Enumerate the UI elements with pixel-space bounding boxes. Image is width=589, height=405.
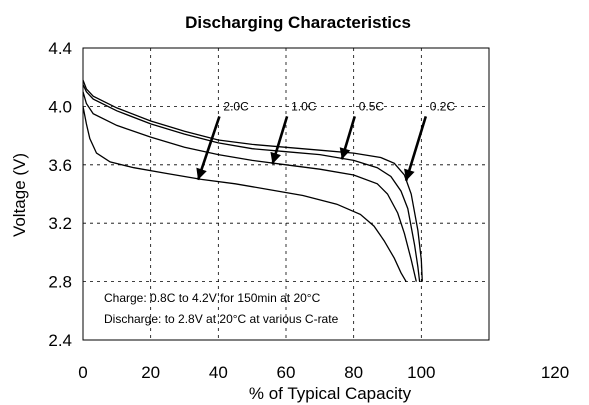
series-line-0_5C [82,84,421,282]
x-tick-label: 60 [277,363,296,382]
y-tick-label: 3.2 [48,214,72,233]
x-tick-label: 120 [541,363,569,382]
arrow-head-0_5C [339,147,351,160]
rate-label-1_0C: 1.0C [291,99,317,113]
series-line-2_0C [82,106,407,282]
y-tick-label: 3.6 [48,156,72,175]
y-axis-label: Voltage (V) [10,153,29,237]
arrow-shaft-0_2C [404,116,428,182]
plot-area [82,47,490,341]
x-tick-label: 80 [344,363,363,382]
x-tick-label: 100 [407,363,435,382]
arrow-head-1_0C [270,151,281,165]
x-axis-ticks: 0 20 40 60 80 100 120 [78,363,569,382]
series-line-1_0C [82,91,417,282]
chart-title: Discharging Characteristics [185,13,411,32]
x-tick-label: 40 [209,363,228,382]
series-lines [82,79,423,282]
y-tick-label: 2.8 [48,273,72,292]
y-tick-label: 4.4 [48,39,72,58]
series-line-0_2C [82,79,423,282]
discharge-note: Discharge: to 2.8V at 20°C at various C-… [104,312,339,326]
y-axis-ticks: 2.4 2.8 3.2 3.6 4.0 4.4 [48,39,72,350]
rate-labels: 2.0C 1.0C 0.5C 0.2C [223,99,455,113]
y-tick-label: 2.4 [48,331,72,350]
rate-label-0_5C: 0.5C [359,99,385,113]
rate-arrows [196,115,428,182]
rate-label-0_2C: 0.2C [430,99,456,113]
charge-note: Charge: 0.8C to 4.2V for 150min at 20°C [104,291,321,305]
arrow-head-2_0C [196,167,207,180]
y-tick-label: 4.0 [48,97,72,116]
x-tick-label: 0 [78,363,87,382]
x-tick-label: 20 [141,363,160,382]
x-axis-label: % of Typical Capacity [249,384,412,403]
arrow-shaft-2_0C [196,115,221,181]
arrow-head-0_2C [404,168,415,181]
rate-label-2_0C: 2.0C [223,99,249,113]
